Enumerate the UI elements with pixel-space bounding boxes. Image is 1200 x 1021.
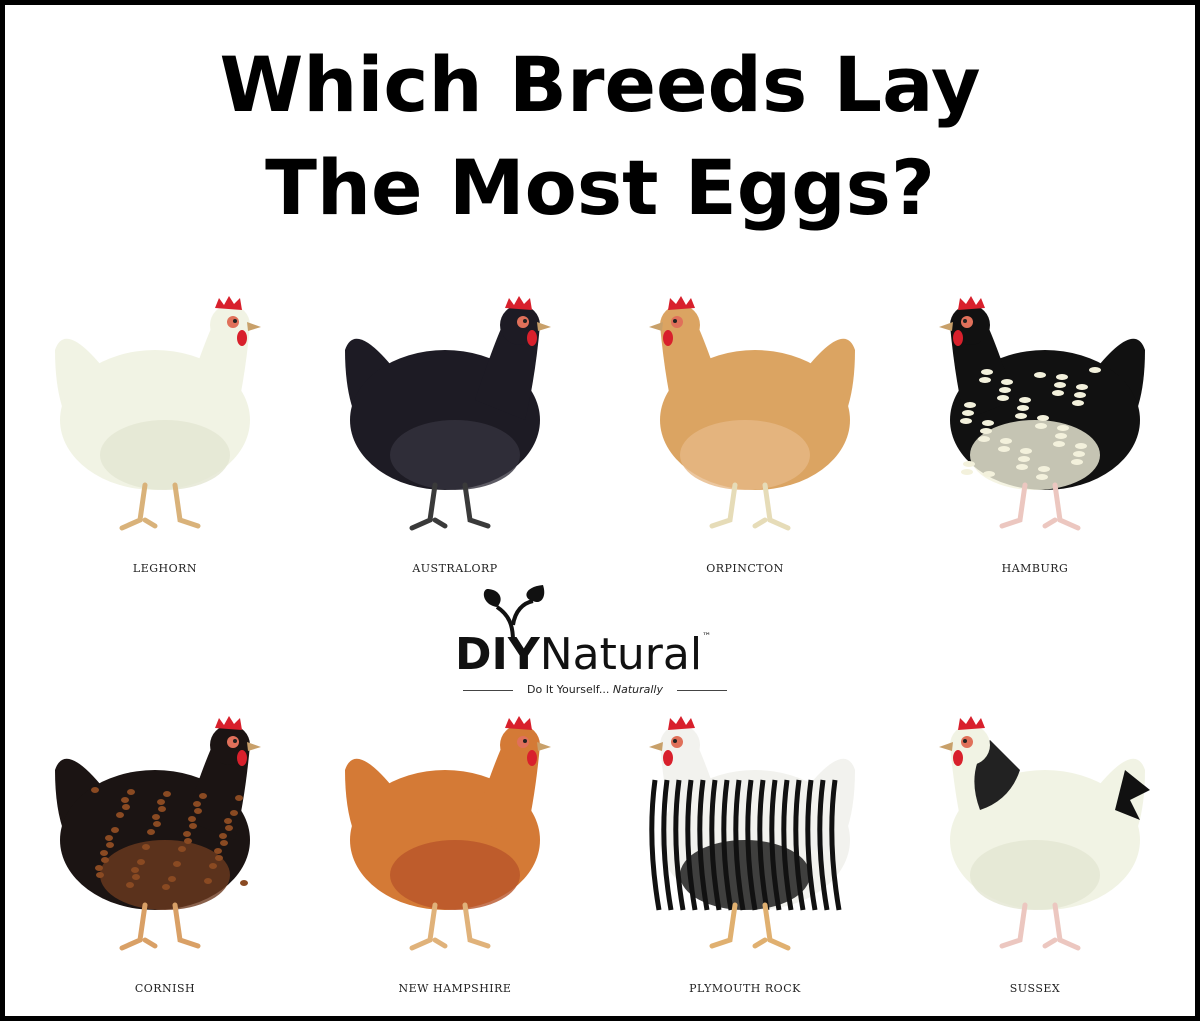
logo-diy: DIY	[455, 629, 540, 680]
sprout-icon	[483, 585, 545, 641]
chicken-illustration-orpincton	[615, 280, 875, 540]
logo-natural: Natural	[539, 629, 703, 680]
breed-label: CORNISH	[134, 982, 196, 995]
breed-label: HAMBURG	[1001, 562, 1069, 575]
chicken-illustration-sussex	[905, 700, 1165, 960]
breed-label: AUSTRALORP	[412, 562, 498, 575]
breed-label: ORPINCTON	[706, 562, 784, 575]
divider	[677, 690, 727, 691]
title-line-2: The Most Eggs?	[265, 143, 935, 232]
chicken-illustration-australorp	[325, 280, 585, 540]
divider	[463, 690, 513, 691]
trademark: ™	[702, 632, 712, 642]
chicken-illustration-cornish	[35, 700, 295, 960]
breed-label: SUSSEX	[1009, 982, 1061, 995]
chicken-illustration-leghorn	[35, 280, 295, 540]
chicken-illustration-plymouth-rock	[615, 700, 875, 960]
breed-label: PLYMOUTH ROCK	[689, 982, 801, 995]
diy-natural-logo: DIYNatural™ Do It Yourself... Naturally	[455, 585, 745, 696]
chicken-illustration-new-hampshire	[325, 700, 585, 960]
chicken-illustration-hamburg	[905, 280, 1165, 540]
breed-label: LEGHORN	[132, 562, 198, 575]
breed-label: NEW HAMPSHIRE	[398, 982, 512, 995]
tagline-italic: Naturally	[612, 683, 663, 696]
title-line-1: Which Breeds Lay	[219, 40, 981, 129]
tagline: Do It Yourself...	[527, 683, 610, 696]
